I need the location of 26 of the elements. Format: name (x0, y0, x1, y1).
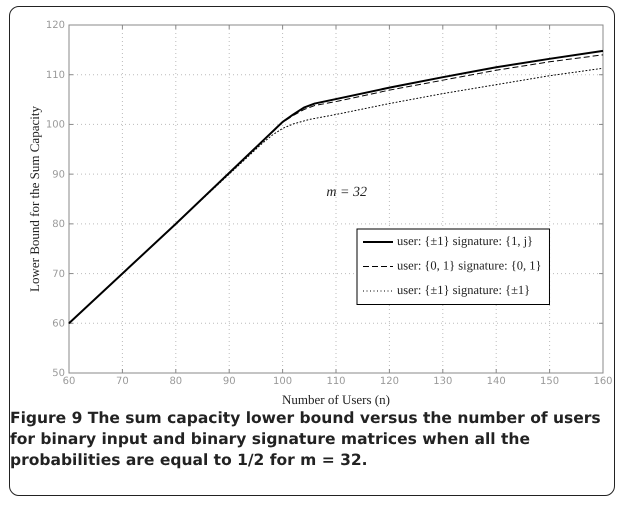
legend-label: user: {0, 1} signature: {0, 1} (397, 258, 542, 272)
y-tick-label: 110 (46, 70, 65, 81)
y-tick-label: 120 (46, 20, 65, 32)
y-tick-label: 60 (52, 318, 65, 330)
annotation: m = 32 (326, 184, 367, 200)
y-tick-label: 50 (52, 368, 65, 380)
x-tick-label: 130 (433, 376, 452, 388)
x-tick-label: 60 (62, 376, 76, 388)
y-axis-title: Lower Bound for the Sum Capacity (27, 106, 42, 292)
y-tick-label: 90 (52, 169, 65, 180)
x-axis-title: Number of Users (n) (282, 392, 390, 407)
x-tick-label: 120 (380, 376, 399, 388)
legend-label: user: {±1} signature: {1, j} (397, 234, 534, 248)
y-tick-label: 100 (46, 120, 65, 131)
x-tick-label: 160 (593, 376, 613, 388)
legend-label: user: {±1} signature: {±1} (397, 282, 530, 297)
x-tick-label: 80 (169, 376, 182, 388)
y-tick-label: 80 (52, 219, 65, 230)
x-tick-label: 100 (273, 376, 292, 388)
x-tick-label: 150 (540, 376, 560, 388)
x-tick-label: 110 (326, 376, 346, 388)
y-tick-label: 70 (52, 268, 65, 280)
x-tick-label: 70 (116, 376, 129, 388)
x-tick-label: 140 (486, 376, 506, 388)
caption: Figure 9 The sum capacity lower bound versus the number of users for binary input and binary signature matrices when all the probabilities are equal to 1/2 for m = 32. (10, 408, 602, 471)
x-tick-label: 90 (222, 376, 236, 388)
